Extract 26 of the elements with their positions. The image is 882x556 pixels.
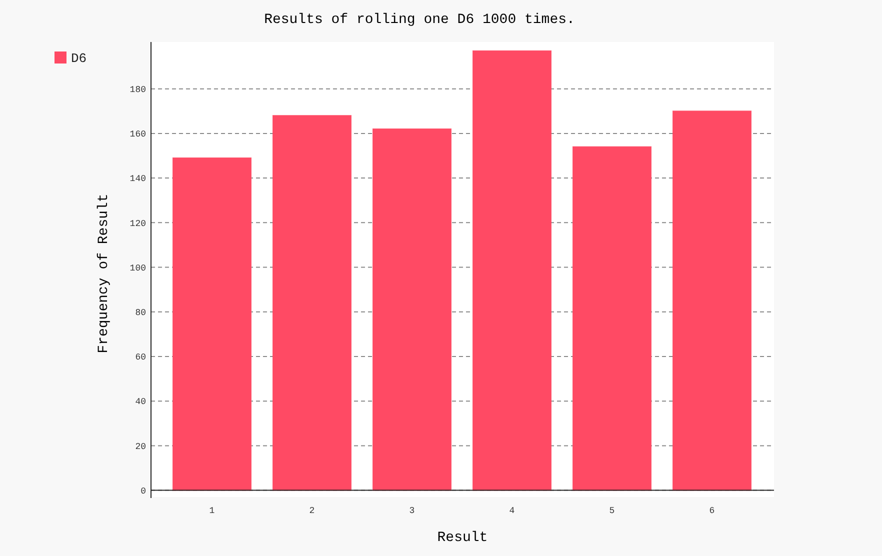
bar [372,128,452,491]
bar [172,157,252,491]
x-tick-label: 3 [409,506,415,516]
x-tick-label: 5 [609,506,615,516]
y-tick-label: 140 [130,174,146,184]
y-tick-label: 120 [130,218,146,229]
y-tick-label: 60 [135,352,146,363]
y-tick-label: 80 [135,308,146,318]
chart-title: Results of rolling one D6 1000 times. [264,12,575,28]
x-tick-label: 1 [209,506,215,516]
x-tick-label: 4 [509,506,515,516]
bar [272,115,352,491]
bar [672,110,752,491]
y-tick-label: 160 [130,130,146,140]
y-tick-label: 180 [130,84,146,95]
x-axis-title: Result [437,530,488,546]
y-axis-title: Frequency of Result [96,194,112,354]
y-tick-label: 0 [140,486,146,496]
bar [472,50,552,491]
legend-label: D6 [71,51,87,66]
y-tick-label: 100 [130,263,146,274]
y-tick-label: 40 [135,397,146,408]
bar [572,146,652,491]
y-tick-label: 20 [135,442,146,452]
x-tick-label: 2 [309,506,315,516]
x-tick-label: 6 [709,506,715,516]
